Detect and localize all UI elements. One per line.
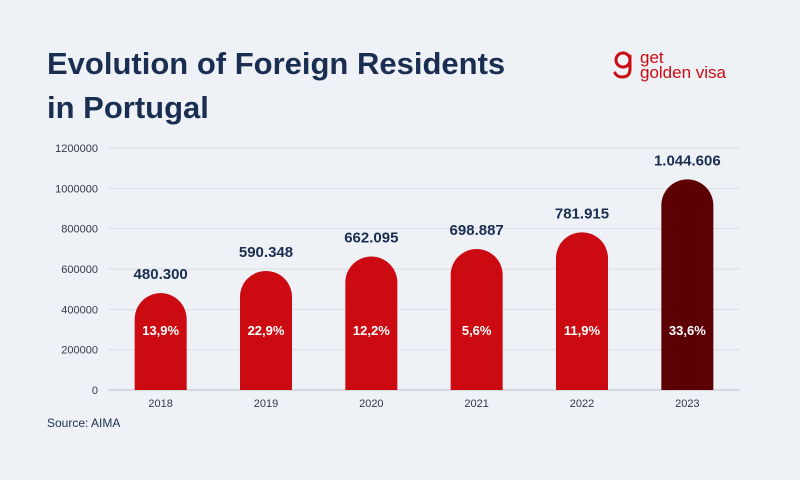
y-tick-label: 600000 [61,264,98,276]
chart-title-line1: Evolution of Foreign Residents [47,46,506,81]
x-tick-label: 2022 [570,398,594,410]
y-tick-label: 200000 [61,345,98,357]
bar-2020 [345,256,398,390]
y-tick-label: 1200000 [55,143,98,155]
growth-label: 12,2% [353,323,390,338]
value-label: 590.348 [239,244,293,261]
bars [134,179,714,390]
logo-text-line1: get [640,48,664,67]
value-label: 781.915 [555,205,609,222]
y-tick-label: 1000000 [55,183,98,195]
chart-title: Evolution of Foreign Residents in Portug… [47,42,527,130]
bar-2018 [134,293,187,390]
chart-title-line2: in Portugal [47,90,209,125]
value-label: 662.095 [344,229,398,246]
y-tick-label: 0 [92,385,98,397]
logo-text: get golden visa [640,48,727,82]
growth-label: 11,9% [564,323,601,338]
bar-labels: 480.300 13,9% 590.348 22,9% 662.095 12,2% 698.… [134,152,721,338]
growth-label: 33,6% [669,323,706,338]
x-axis-ticks: 2018 2019 2020 2021 2022 2023 [148,398,699,410]
growth-label: 5,6% [462,323,492,338]
y-tick-label: 800000 [61,224,98,236]
grid-lines [108,147,740,391]
x-tick-label: 2020 [359,398,383,410]
x-tick-label: 2018 [148,398,172,410]
bar-2021 [450,249,503,390]
y-tick-label: 400000 [61,304,98,316]
brand-logo: get golden visa [612,48,762,90]
x-tick-label: 2021 [464,398,488,410]
bar-2022 [556,232,608,390]
logo-text-line2: golden visa [640,63,727,82]
bar-2023 [661,179,714,390]
growth-label: 13,9% [142,323,179,338]
growth-label: 22,9% [248,323,285,338]
value-label: 698.887 [450,222,504,239]
y-axis-ticks: 0 200000 400000 600000 800000 1000000 1200000 [55,143,98,397]
bar-2019 [240,270,292,390]
logo-g-icon [613,51,632,79]
x-tick-label: 2019 [254,398,278,410]
value-label: 1.044.606 [654,152,721,169]
source-note: Source: AIMA [47,416,121,430]
value-label: 480.300 [134,266,188,283]
x-tick-label: 2023 [675,398,699,410]
